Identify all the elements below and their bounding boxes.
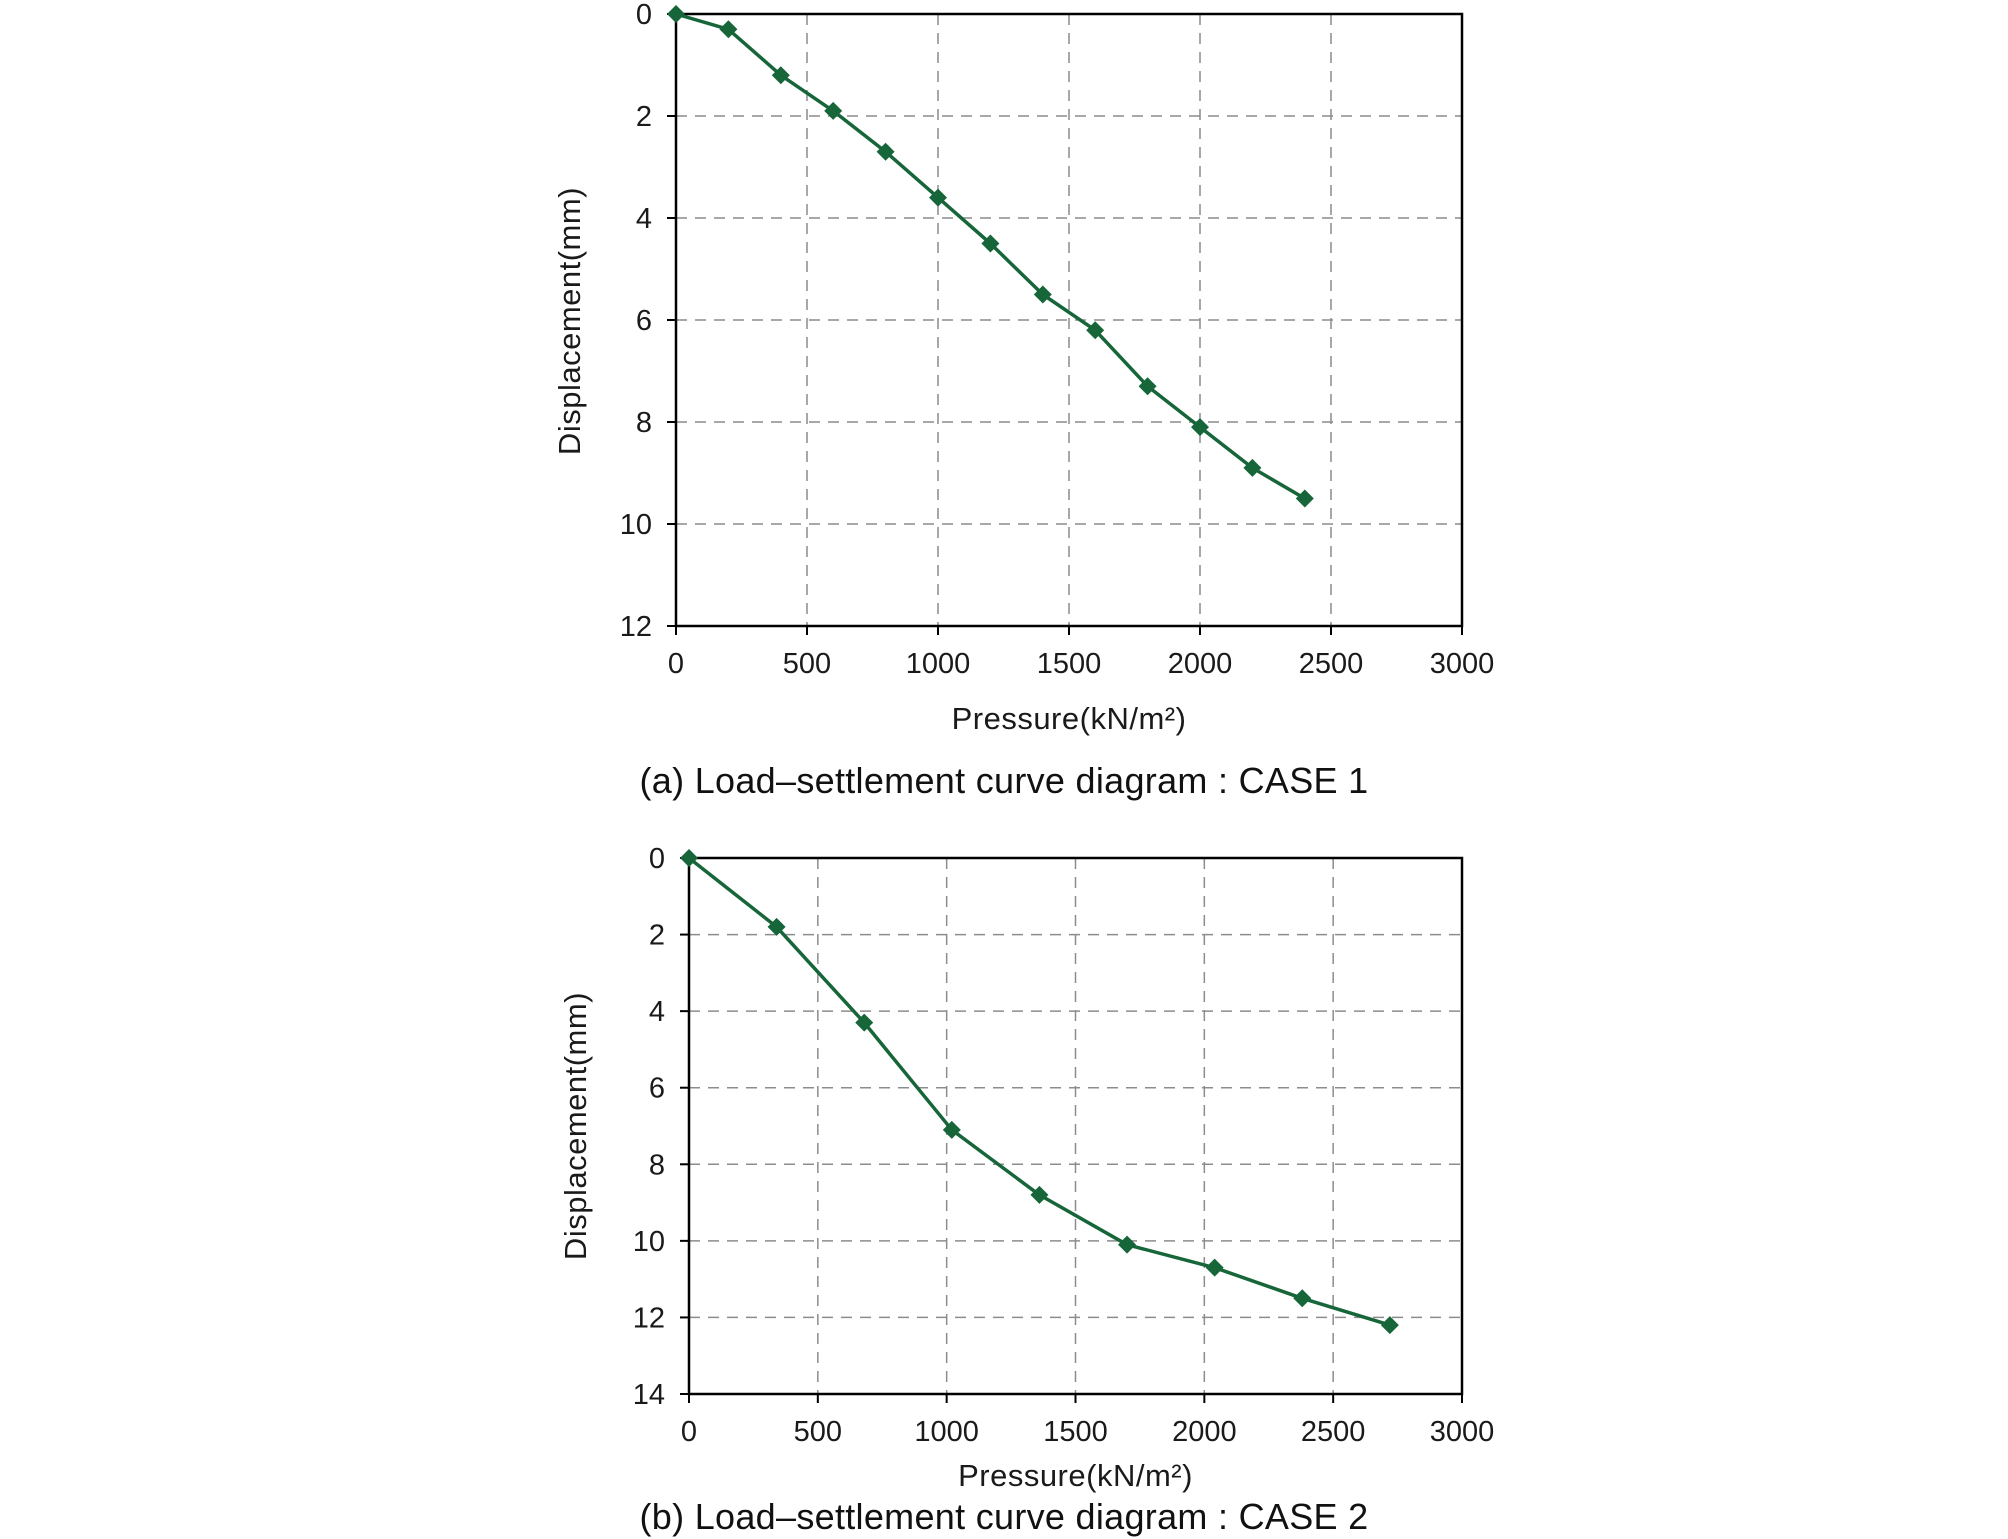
data-point-marker: [824, 101, 843, 120]
data-point-marker: [1138, 377, 1157, 396]
data-point-marker: [767, 917, 786, 936]
xlabel-case1: Pressure(kN/m²): [951, 701, 1187, 736]
data-point-marker: [1243, 458, 1262, 477]
svg-text:8: 8: [636, 407, 652, 439]
data-point-marker: [981, 234, 1000, 253]
chart-case1: 0 500 1000 1500 2000 2500 3000 0 2 4 6 8 10 12: [620, 0, 1495, 680]
svg-text:1500: 1500: [1043, 1416, 1108, 1448]
svg-text:1000: 1000: [914, 1416, 979, 1448]
svg-text:2: 2: [636, 101, 652, 133]
svg-text:6: 6: [636, 305, 652, 337]
svg-text:2500: 2500: [1299, 648, 1364, 680]
data-point-marker: [929, 188, 947, 207]
series-line-case-2: [687, 856, 1392, 1327]
svg-text:8: 8: [649, 1149, 665, 1181]
data-point-marker: [680, 849, 698, 867]
svg-text:10: 10: [620, 509, 652, 541]
xlabel-case2: Pressure(kN/m²): [958, 1458, 1193, 1493]
tick-marks: [667, 13, 1463, 635]
data-point-marker: [719, 20, 738, 39]
svg-text:0: 0: [649, 843, 665, 875]
svg-text:12: 12: [633, 1302, 665, 1334]
svg-text:3000: 3000: [1430, 648, 1495, 680]
svg-text:2: 2: [649, 920, 665, 952]
svg-text:0: 0: [636, 0, 652, 31]
data-point-marker: [1030, 1185, 1049, 1204]
data-point-marker: [1033, 285, 1052, 304]
svg-text:12: 12: [620, 611, 652, 643]
data-point-marker: [876, 142, 895, 161]
data-point-marker: [1293, 1289, 1312, 1308]
svg-text:0: 0: [681, 1416, 697, 1448]
svg-text:2500: 2500: [1301, 1416, 1366, 1448]
svg-text:6: 6: [649, 1073, 665, 1105]
series-markers-case-2: [680, 849, 1399, 1335]
ylabel-case1: Displacement(mm): [552, 186, 587, 456]
data-point-marker: [667, 5, 685, 23]
gridlines: [689, 858, 1462, 1394]
data-point-marker: [855, 1013, 874, 1032]
svg-text:2000: 2000: [1168, 648, 1233, 680]
data-point-marker: [1205, 1258, 1224, 1277]
series-line-case-1: [674, 12, 1307, 501]
caption-case2: (b) Load–settlement curve diagram : CASE…: [639, 1496, 1369, 1537]
svg-text:500: 500: [783, 648, 831, 680]
x-tick-labels: 0 500 1000 1500 2000 2500 3000: [668, 648, 1494, 680]
data-point-marker: [942, 1120, 961, 1139]
data-point-marker: [1118, 1235, 1137, 1254]
y-tick-labels: 0 2 4 6 8 10 12 14: [633, 843, 665, 1411]
tick-marks: [680, 857, 1463, 1403]
y-tick-labels: 0 2 4 6 8 10 12: [620, 0, 652, 643]
svg-text:0: 0: [668, 648, 684, 680]
svg-text:4: 4: [636, 203, 652, 235]
x-tick-labels: 0 500 1000 1500 2000 2500 3000: [681, 1416, 1494, 1448]
data-point-marker: [1295, 489, 1314, 508]
svg-text:3000: 3000: [1430, 1416, 1495, 1448]
svg-text:1500: 1500: [1037, 648, 1102, 680]
data-point-marker: [771, 66, 790, 85]
svg-text:2000: 2000: [1172, 1416, 1237, 1448]
caption-case1: (a) Load–settlement curve diagram : CASE…: [639, 760, 1369, 801]
svg-text:1000: 1000: [906, 648, 971, 680]
svg-text:10: 10: [633, 1226, 665, 1258]
data-point-marker: [1086, 321, 1105, 340]
data-point-marker: [1380, 1316, 1399, 1335]
data-point-marker: [1191, 418, 1209, 437]
svg-text:14: 14: [633, 1379, 665, 1411]
chart-case2: 0 500 1000 1500 2000 2500 3000 0 2 4 6 8 10 12 14: [633, 843, 1495, 1448]
ylabel-case2: Displacement(mm): [558, 991, 593, 1261]
series-markers-case-1: [667, 5, 1314, 508]
gridlines: [676, 14, 1462, 626]
svg-text:500: 500: [794, 1416, 842, 1448]
svg-text:4: 4: [649, 996, 665, 1028]
